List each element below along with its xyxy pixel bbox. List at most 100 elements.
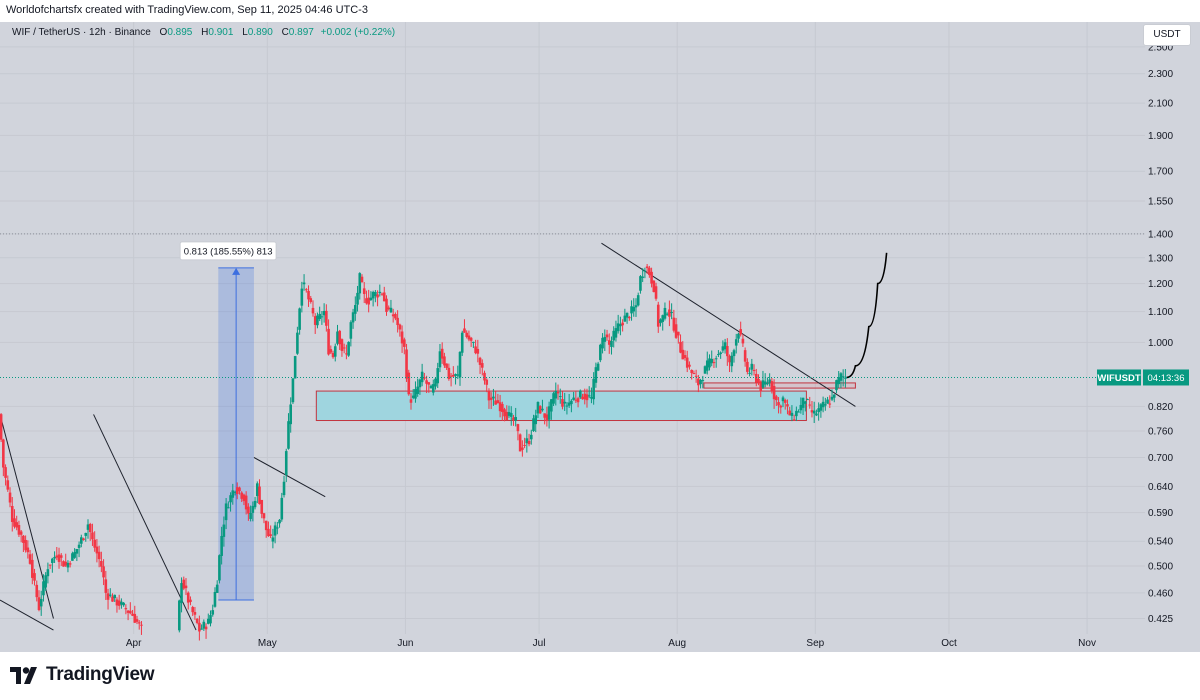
- candle-body: [15, 522, 19, 528]
- candle-body: [82, 538, 85, 541]
- price-chart[interactable]: 0.813 (185.55%) 813 WIFUSDT 04:13:36 2.50…: [0, 22, 1200, 652]
- currency-selector[interactable]: USDT: [1143, 24, 1191, 46]
- candle-body: [734, 339, 738, 346]
- candle-body: [532, 418, 535, 432]
- candle-body: [659, 319, 662, 324]
- candle-body: [284, 451, 288, 476]
- price-tick-label: 0.640: [1148, 482, 1173, 493]
- candle-body: [587, 395, 591, 397]
- candle-body: [77, 544, 81, 548]
- last-price-symbol: WIFUSDT: [1097, 373, 1140, 384]
- candle-body: [708, 358, 711, 368]
- candle-body: [480, 363, 484, 368]
- candle-body: [723, 342, 727, 350]
- candle-body: [26, 547, 30, 553]
- candle-body: [311, 307, 315, 314]
- candle-body: [452, 374, 455, 377]
- candle-body: [280, 497, 284, 520]
- candle-body: [420, 371, 424, 383]
- brand-logo[interactable]: TradingView: [10, 664, 155, 686]
- candle-body: [792, 419, 796, 421]
- candle-body: [743, 350, 747, 362]
- candle-body: [683, 355, 687, 359]
- candle-body: [39, 598, 43, 607]
- candle-body: [837, 377, 841, 385]
- candle-body: [639, 276, 642, 291]
- candle-body: [783, 399, 787, 403]
- candle-body: [761, 380, 765, 388]
- candle-body: [84, 532, 88, 536]
- candle-body: [4, 467, 7, 478]
- candle-body: [777, 402, 780, 406]
- candle-body: [585, 394, 589, 401]
- candle-body: [378, 291, 382, 294]
- measure-label-box: [179, 241, 277, 261]
- candle-body: [213, 591, 217, 607]
- price-tick-label: 0.460: [1148, 588, 1173, 599]
- close-label: C: [281, 27, 289, 38]
- candle-body: [701, 380, 705, 382]
- breakout-zone: [703, 382, 856, 389]
- candle-body: [431, 384, 435, 393]
- candle-body: [434, 378, 437, 387]
- candle-body: [262, 513, 266, 519]
- candle-body: [0, 414, 3, 440]
- candlestick-series: [0, 263, 847, 641]
- candle-body: [191, 607, 194, 613]
- candle-body: [86, 524, 90, 530]
- candle-body: [229, 495, 232, 503]
- candle-body: [496, 400, 500, 403]
- candle-body: [514, 417, 517, 421]
- candle-body: [543, 413, 546, 418]
- candle-body: [258, 486, 261, 504]
- candle-body: [835, 380, 838, 391]
- candle-body: [251, 505, 255, 513]
- candle-body: [71, 553, 74, 561]
- candle-body: [563, 401, 567, 404]
- candle-body: [732, 350, 736, 357]
- time-tick-label: Apr: [126, 638, 142, 649]
- candle-body: [129, 610, 132, 614]
- candle-body: [233, 491, 237, 493]
- candle-body: [273, 525, 277, 536]
- candle-body: [298, 308, 301, 330]
- candle-body: [418, 379, 422, 388]
- price-tick-label: 0.820: [1148, 402, 1173, 413]
- candle-body: [746, 361, 749, 372]
- candle-body: [365, 298, 368, 304]
- candle-body: [681, 349, 685, 360]
- last-price-countdown-box: [1143, 369, 1189, 386]
- candle-body: [204, 626, 208, 630]
- candle-body: [652, 280, 656, 293]
- candle-body: [645, 266, 649, 269]
- candle-body: [35, 584, 39, 598]
- candle-body: [55, 555, 59, 558]
- candle-body: [819, 404, 823, 411]
- candle-body: [694, 375, 698, 377]
- candle-body: [100, 561, 103, 567]
- candle-body: [474, 346, 477, 354]
- candle-body: [525, 438, 529, 444]
- candle-body: [369, 297, 373, 301]
- candle-body: [815, 413, 818, 416]
- candle-body: [371, 291, 375, 299]
- candle-body: [374, 291, 377, 297]
- candle-body: [509, 413, 513, 417]
- candle-body: [641, 276, 644, 278]
- candle-body: [799, 404, 803, 411]
- candle-body: [449, 375, 453, 377]
- candle-body: [601, 337, 604, 349]
- candle-body: [309, 298, 313, 302]
- candle-body: [409, 399, 413, 403]
- candle-body: [360, 276, 364, 283]
- candle-body: [342, 347, 346, 349]
- candle-body: [768, 379, 771, 384]
- candle-body: [545, 414, 549, 422]
- candle-body: [772, 385, 776, 400]
- candle-body: [46, 569, 50, 577]
- candle-body: [688, 364, 691, 367]
- candle-body: [786, 404, 789, 407]
- candle-body: [51, 558, 54, 564]
- candle-body: [66, 562, 70, 568]
- candle-body: [218, 555, 221, 581]
